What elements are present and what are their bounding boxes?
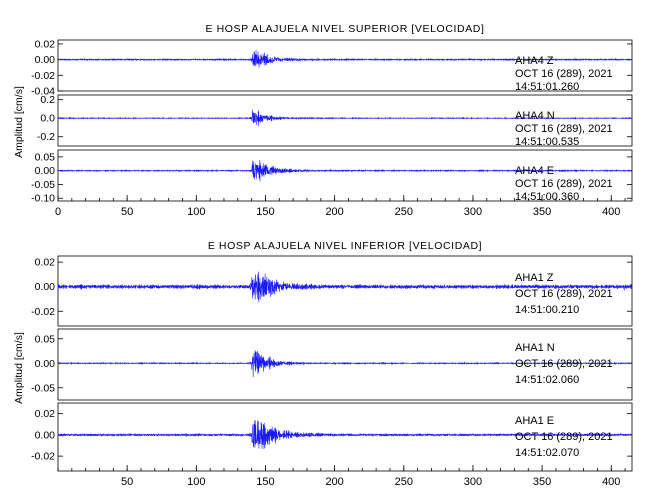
figure-superior: E HOSP ALAJUELA NIVEL SUPERIOR [VELOCIDA… (13, 23, 633, 218)
seismic-trace-superior-z (57, 50, 633, 68)
x-tick-label: 300 (464, 476, 482, 488)
y-tick-label: -0.02 (31, 306, 55, 318)
x-tick-label: 250 (395, 206, 413, 218)
x-tick-label: 350 (533, 476, 551, 488)
x-tick-label: 150 (256, 206, 274, 218)
time-label: 14:51:02.070 (515, 447, 579, 459)
y-tick-label: -0.02 (31, 70, 55, 82)
y-tick-label: 0.00 (35, 429, 56, 441)
y-tick-label: -0.10 (31, 193, 55, 205)
figure-inferior: E HOSP ALAJUELA NIVEL INFERIOR [VELOCIDA… (13, 240, 633, 488)
x-tick-label: 100 (187, 476, 205, 488)
x-axis-superior: 0 50 100 150 200 250 300 350 400 (55, 195, 626, 218)
panel-frame (57, 149, 633, 202)
y-tick-label: 0.02 (35, 408, 56, 420)
panel-frame (57, 255, 633, 327)
y-tick-label: -0.04 (31, 86, 55, 98)
y-tick-label: 0.00 (35, 358, 56, 370)
y-tick-label: 0.02 (35, 257, 56, 269)
x-tick-label: 250 (395, 476, 413, 488)
panel-superior-e: 0.05 0.00 -0.05 -0.10 AHA4 E OCT 16 (289), … (31, 149, 633, 205)
figure-title-inferior: E HOSP ALAJUELA NIVEL INFERIOR [VELOCIDA… (208, 240, 482, 252)
seismic-trace-superior-e (57, 160, 633, 182)
date-label: OCT 16 (289), 2021 (515, 288, 613, 300)
y-tick-label: 0.05 (35, 151, 56, 163)
x-tick-label: 400 (602, 476, 620, 488)
y-tick-label: 0.2 (40, 94, 55, 106)
y-axis-label-superior: Amplitud [cm/s] (13, 86, 25, 158)
y-tick-label: 0.0 (40, 113, 55, 125)
y-tick-label: 0.00 (35, 281, 56, 293)
station-label: AHA4 E (515, 165, 554, 177)
y-tick-label: -0.2 (37, 131, 55, 143)
panel-superior-n: 0.2 0.0 -0.2 AHA4 N OCT 16 (289), 2021 14:… (37, 94, 633, 148)
x-axis-inferior: 50 100 150 200 250 300 350 400 (57, 465, 626, 488)
seismic-trace-inferior-n (57, 350, 633, 378)
panel-inferior-e: 0.020.00-0.02 AHA1 E OCT 16 (289), 2021 … (31, 402, 633, 472)
x-tick-label: 200 (325, 476, 343, 488)
panel-frame (57, 402, 633, 472)
time-label: 14:51:01.260 (515, 81, 579, 93)
panel-superior-z: 0.02 0.00 -0.02 -0.04 AHA4 Z OCT 16 (289), … (31, 38, 633, 98)
station-label: AHA1 E (515, 415, 554, 427)
x-tick-label: 200 (325, 206, 343, 218)
panel-frame (57, 328, 633, 401)
panel-inferior-z: 0.020.00-0.02 AHA1 Z OCT 16 (289), 2021 … (31, 255, 633, 327)
seismic-trace-inferior-z (57, 271, 633, 303)
x-tick-label: 0 (55, 206, 61, 218)
figure-title-superior: E HOSP ALAJUELA NIVEL SUPERIOR [VELOCIDA… (205, 23, 484, 35)
time-label: 14:51:00.535 (515, 136, 579, 148)
x-tick-label: 300 (464, 206, 482, 218)
time-label: 14:51:00.360 (515, 191, 579, 203)
x-tick-label: 350 (533, 206, 551, 218)
time-label: 14:51:02.060 (515, 374, 579, 386)
y-tick-label: 0.00 (35, 54, 56, 66)
time-label: 14:51:00.210 (515, 304, 579, 316)
y-tick-label: 0.05 (35, 333, 56, 345)
y-axis-label-inferior: Amplitud [cm/s] (13, 332, 25, 404)
y-tick-label: -0.02 (31, 451, 55, 463)
station-label: AHA1 Z (515, 272, 554, 284)
seismic-trace-superior-n (57, 109, 633, 127)
x-tick-label: 50 (121, 476, 133, 488)
panel-inferior-n: 0.050.00-0.05 AHA1 N OCT 16 (289), 2021 … (31, 328, 633, 401)
x-tick-label: 150 (256, 476, 274, 488)
seismic-trace-inferior-e (57, 420, 633, 449)
station-label: AHA4 Z (515, 55, 554, 67)
panel-frame (57, 39, 633, 92)
station-label: AHA4 N (515, 110, 555, 122)
date-label: OCT 16 (289), 2021 (515, 123, 613, 135)
date-label: OCT 16 (289), 2021 (515, 431, 613, 443)
date-label: OCT 16 (289), 2021 (515, 178, 613, 190)
y-tick-label: 0.00 (35, 165, 56, 177)
date-label: OCT 16 (289), 2021 (515, 68, 613, 80)
date-label: OCT 16 (289), 2021 (515, 358, 613, 370)
x-tick-label: 100 (187, 206, 205, 218)
x-tick-label: 400 (602, 206, 620, 218)
x-tick-label: 50 (121, 206, 133, 218)
y-tick-label: -0.05 (31, 382, 55, 394)
panel-frame (57, 94, 633, 147)
y-tick-label: 0.02 (35, 38, 56, 50)
station-label: AHA1 N (515, 342, 555, 354)
y-tick-label: -0.05 (31, 179, 55, 191)
